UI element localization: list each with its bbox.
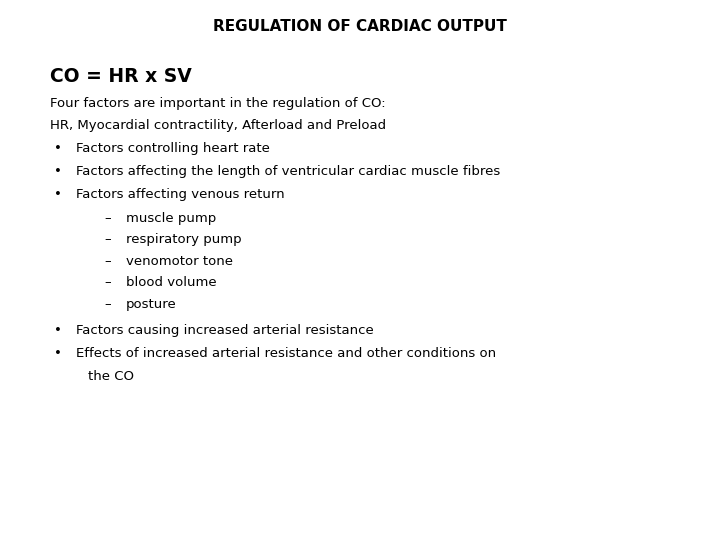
Text: CO = HR x SV: CO = HR x SV	[50, 68, 192, 86]
Text: blood volume: blood volume	[126, 276, 217, 289]
Text: –: –	[104, 212, 111, 225]
Text: –: –	[104, 276, 111, 289]
Text: –: –	[104, 255, 111, 268]
Text: HR, Myocardial contractility, Afterload and Preload: HR, Myocardial contractility, Afterload …	[50, 119, 387, 132]
Text: Factors causing increased arterial resistance: Factors causing increased arterial resis…	[76, 324, 374, 337]
Text: REGULATION OF CARDIAC OUTPUT: REGULATION OF CARDIAC OUTPUT	[213, 19, 507, 34]
Text: venomotor tone: venomotor tone	[126, 255, 233, 268]
Text: muscle pump: muscle pump	[126, 212, 216, 225]
Text: –: –	[104, 233, 111, 246]
Text: respiratory pump: respiratory pump	[126, 233, 242, 246]
Text: Effects of increased arterial resistance and other conditions on: Effects of increased arterial resistance…	[76, 347, 496, 360]
Text: –: –	[104, 298, 111, 311]
Text: posture: posture	[126, 298, 176, 311]
Text: the CO: the CO	[88, 370, 134, 383]
Text: •: •	[54, 324, 62, 337]
Text: •: •	[54, 142, 62, 155]
Text: •: •	[54, 188, 62, 201]
Text: Factors affecting venous return: Factors affecting venous return	[76, 188, 284, 201]
Text: Four factors are important in the regulation of CO:: Four factors are important in the regula…	[50, 97, 386, 110]
Text: Factors controlling heart rate: Factors controlling heart rate	[76, 142, 269, 155]
Text: •: •	[54, 347, 62, 360]
Text: Factors affecting the length of ventricular cardiac muscle fibres: Factors affecting the length of ventricu…	[76, 165, 500, 178]
Text: •: •	[54, 165, 62, 178]
